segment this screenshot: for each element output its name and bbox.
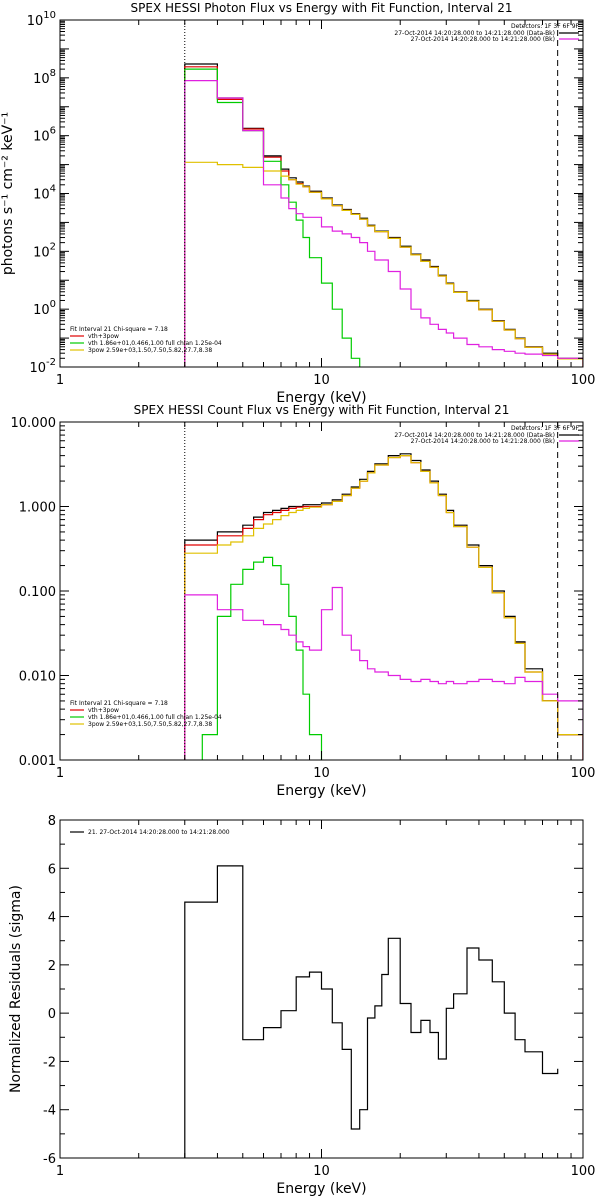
x-tick-label: 1	[56, 766, 64, 781]
x-tick-label: 10	[313, 1164, 330, 1179]
panel-1: SPEX HESSI Photon Flux vs Energy with Fi…	[0, 1, 595, 406]
y-tick-label: 4	[48, 911, 56, 926]
series-line-bk	[184, 80, 583, 367]
chart-title: SPEX HESSI Photon Flux vs Energy with Fi…	[131, 1, 513, 15]
legend-entry-label: 21. 27-Oct-2014 14:20:28.000 to 14:21:28…	[88, 829, 230, 836]
x-tick-label: 10	[313, 766, 330, 781]
y-tick-label: -4	[43, 1104, 56, 1119]
x-tick-label: 100	[571, 373, 596, 388]
series-line-vth	[201, 556, 323, 760]
y-axis-label: Normalized Residuals (sigma)	[8, 885, 24, 1093]
legend-entry-label: 27-Oct-2014 14:20:28.000 to 14:21:28.000…	[411, 438, 555, 445]
series-group	[184, 865, 559, 1158]
legend-entry-label: 27-Oct-2014 14:20:28.000 to 14:21:28.000…	[394, 432, 555, 439]
y-tick-exp: 4	[50, 184, 56, 195]
series-line-3pow	[184, 455, 583, 760]
y-tick-label: 0.010	[19, 670, 56, 685]
y-tick-label: 1.000	[19, 501, 56, 516]
y-tick-label: 104	[33, 184, 56, 203]
x-tick-label: 10	[313, 373, 330, 388]
legend-entry-label: vth+3pow	[88, 707, 119, 714]
legend-entry-label: 27-Oct-2014 14:20:28.000 to 14:21:28.000…	[394, 30, 555, 37]
y-tick-base: 10	[27, 14, 44, 29]
y-tick-base: 10	[33, 303, 50, 318]
series-line-3pow	[184, 161, 583, 367]
y-tick-exp: 10	[43, 10, 56, 21]
y-tick-label: 1010	[27, 10, 56, 29]
y-tick-label: 10-2	[29, 357, 56, 376]
y-tick-exp: 8	[50, 68, 56, 79]
y-tick-label: -6	[43, 1152, 56, 1167]
y-tick-label: 0.001	[19, 754, 56, 769]
x-axis-label: Energy (keV)	[276, 1181, 366, 1197]
y-tick-label: 102	[33, 241, 56, 260]
x-axis-label: Energy (keV)	[276, 390, 366, 406]
legend-entry-label: vth 1.86e+01,0.466,1.00 full chian 1.25e…	[88, 340, 222, 347]
legend-detectors: Detectors: 1F 3F 6F 9F	[511, 23, 580, 30]
y-tick-base: 10	[33, 72, 50, 87]
legend-entry-label: 27-Oct-2014 14:20:28.000 to 14:21:28.000…	[411, 36, 555, 43]
y-axis-label: photons s⁻¹ cm⁻² keV⁻¹	[0, 112, 16, 275]
panel-2: SPEX HESSI Count Flux vs Energy with Fit…	[11, 403, 596, 799]
x-tick-label: 100	[571, 1164, 596, 1179]
x-tick-label: 1	[56, 1164, 64, 1179]
legend-entry-label: 3pow 2.59e+03,1.50,7.50,5.82,27.7,8.38	[88, 721, 212, 728]
legend-entry-label: vth 1.86e+01,0.466,1.00 full chian 1.25e…	[88, 714, 222, 721]
y-tick-exp: 6	[50, 126, 56, 137]
series-line-bk	[184, 586, 583, 760]
legend-detectors: Detectors: 1F 3F 6F 9F	[511, 425, 580, 432]
series-line-vth-3pow	[184, 455, 583, 760]
series-line-data-bk	[184, 63, 583, 367]
legend-fit-header: Fit Interval 21 Chi-square = 7.18	[70, 326, 168, 333]
x-tick-label: 100	[571, 766, 596, 781]
y-tick-exp: 2	[50, 241, 56, 252]
x-axis-label: Energy (keV)	[276, 783, 366, 799]
y-tick-label: 108	[33, 68, 56, 87]
chart-title: SPEX HESSI Count Flux vs Energy with Fit…	[134, 403, 510, 417]
y-tick-base: 10	[33, 130, 50, 145]
y-tick-base: 10	[33, 245, 50, 260]
x-tick-label: 1	[56, 373, 64, 388]
y-tick-exp: -2	[46, 357, 56, 368]
legend-entry-label: 3pow 2.59e+03,1.50,7.50,5.82,27.7,8.38	[88, 347, 212, 354]
series-line-vth	[184, 68, 361, 367]
y-tick-base: 10	[33, 188, 50, 203]
series-group	[184, 63, 583, 367]
y-tick-label: 10.000	[11, 416, 57, 431]
legend-fit-header: Fit Interval 21 Chi-square = 7.18	[70, 700, 168, 707]
y-tick-base: 10	[29, 361, 46, 376]
series-line-vth-3pow	[184, 66, 583, 367]
series-line-data-bk	[184, 453, 583, 760]
series-line-0	[184, 865, 559, 1158]
series-group	[184, 453, 583, 760]
panel-3: 1 10 100 Energy (keV) -6 -4 -2 0 2 4 6 8 Normalized …	[8, 814, 595, 1197]
y-tick-label: 0.100	[19, 585, 56, 600]
y-tick-label: 2	[48, 959, 56, 974]
legend-entry-label: vth+3pow	[88, 333, 119, 340]
y-tick-label: 6	[48, 862, 56, 877]
y-tick-label: 8	[48, 814, 56, 829]
y-tick-label: 100	[33, 299, 56, 318]
y-tick-exp: 0	[50, 299, 56, 310]
y-tick-label: -2	[43, 1055, 56, 1070]
y-tick-label: 0	[48, 1007, 56, 1022]
y-tick-label: 106	[33, 126, 56, 145]
